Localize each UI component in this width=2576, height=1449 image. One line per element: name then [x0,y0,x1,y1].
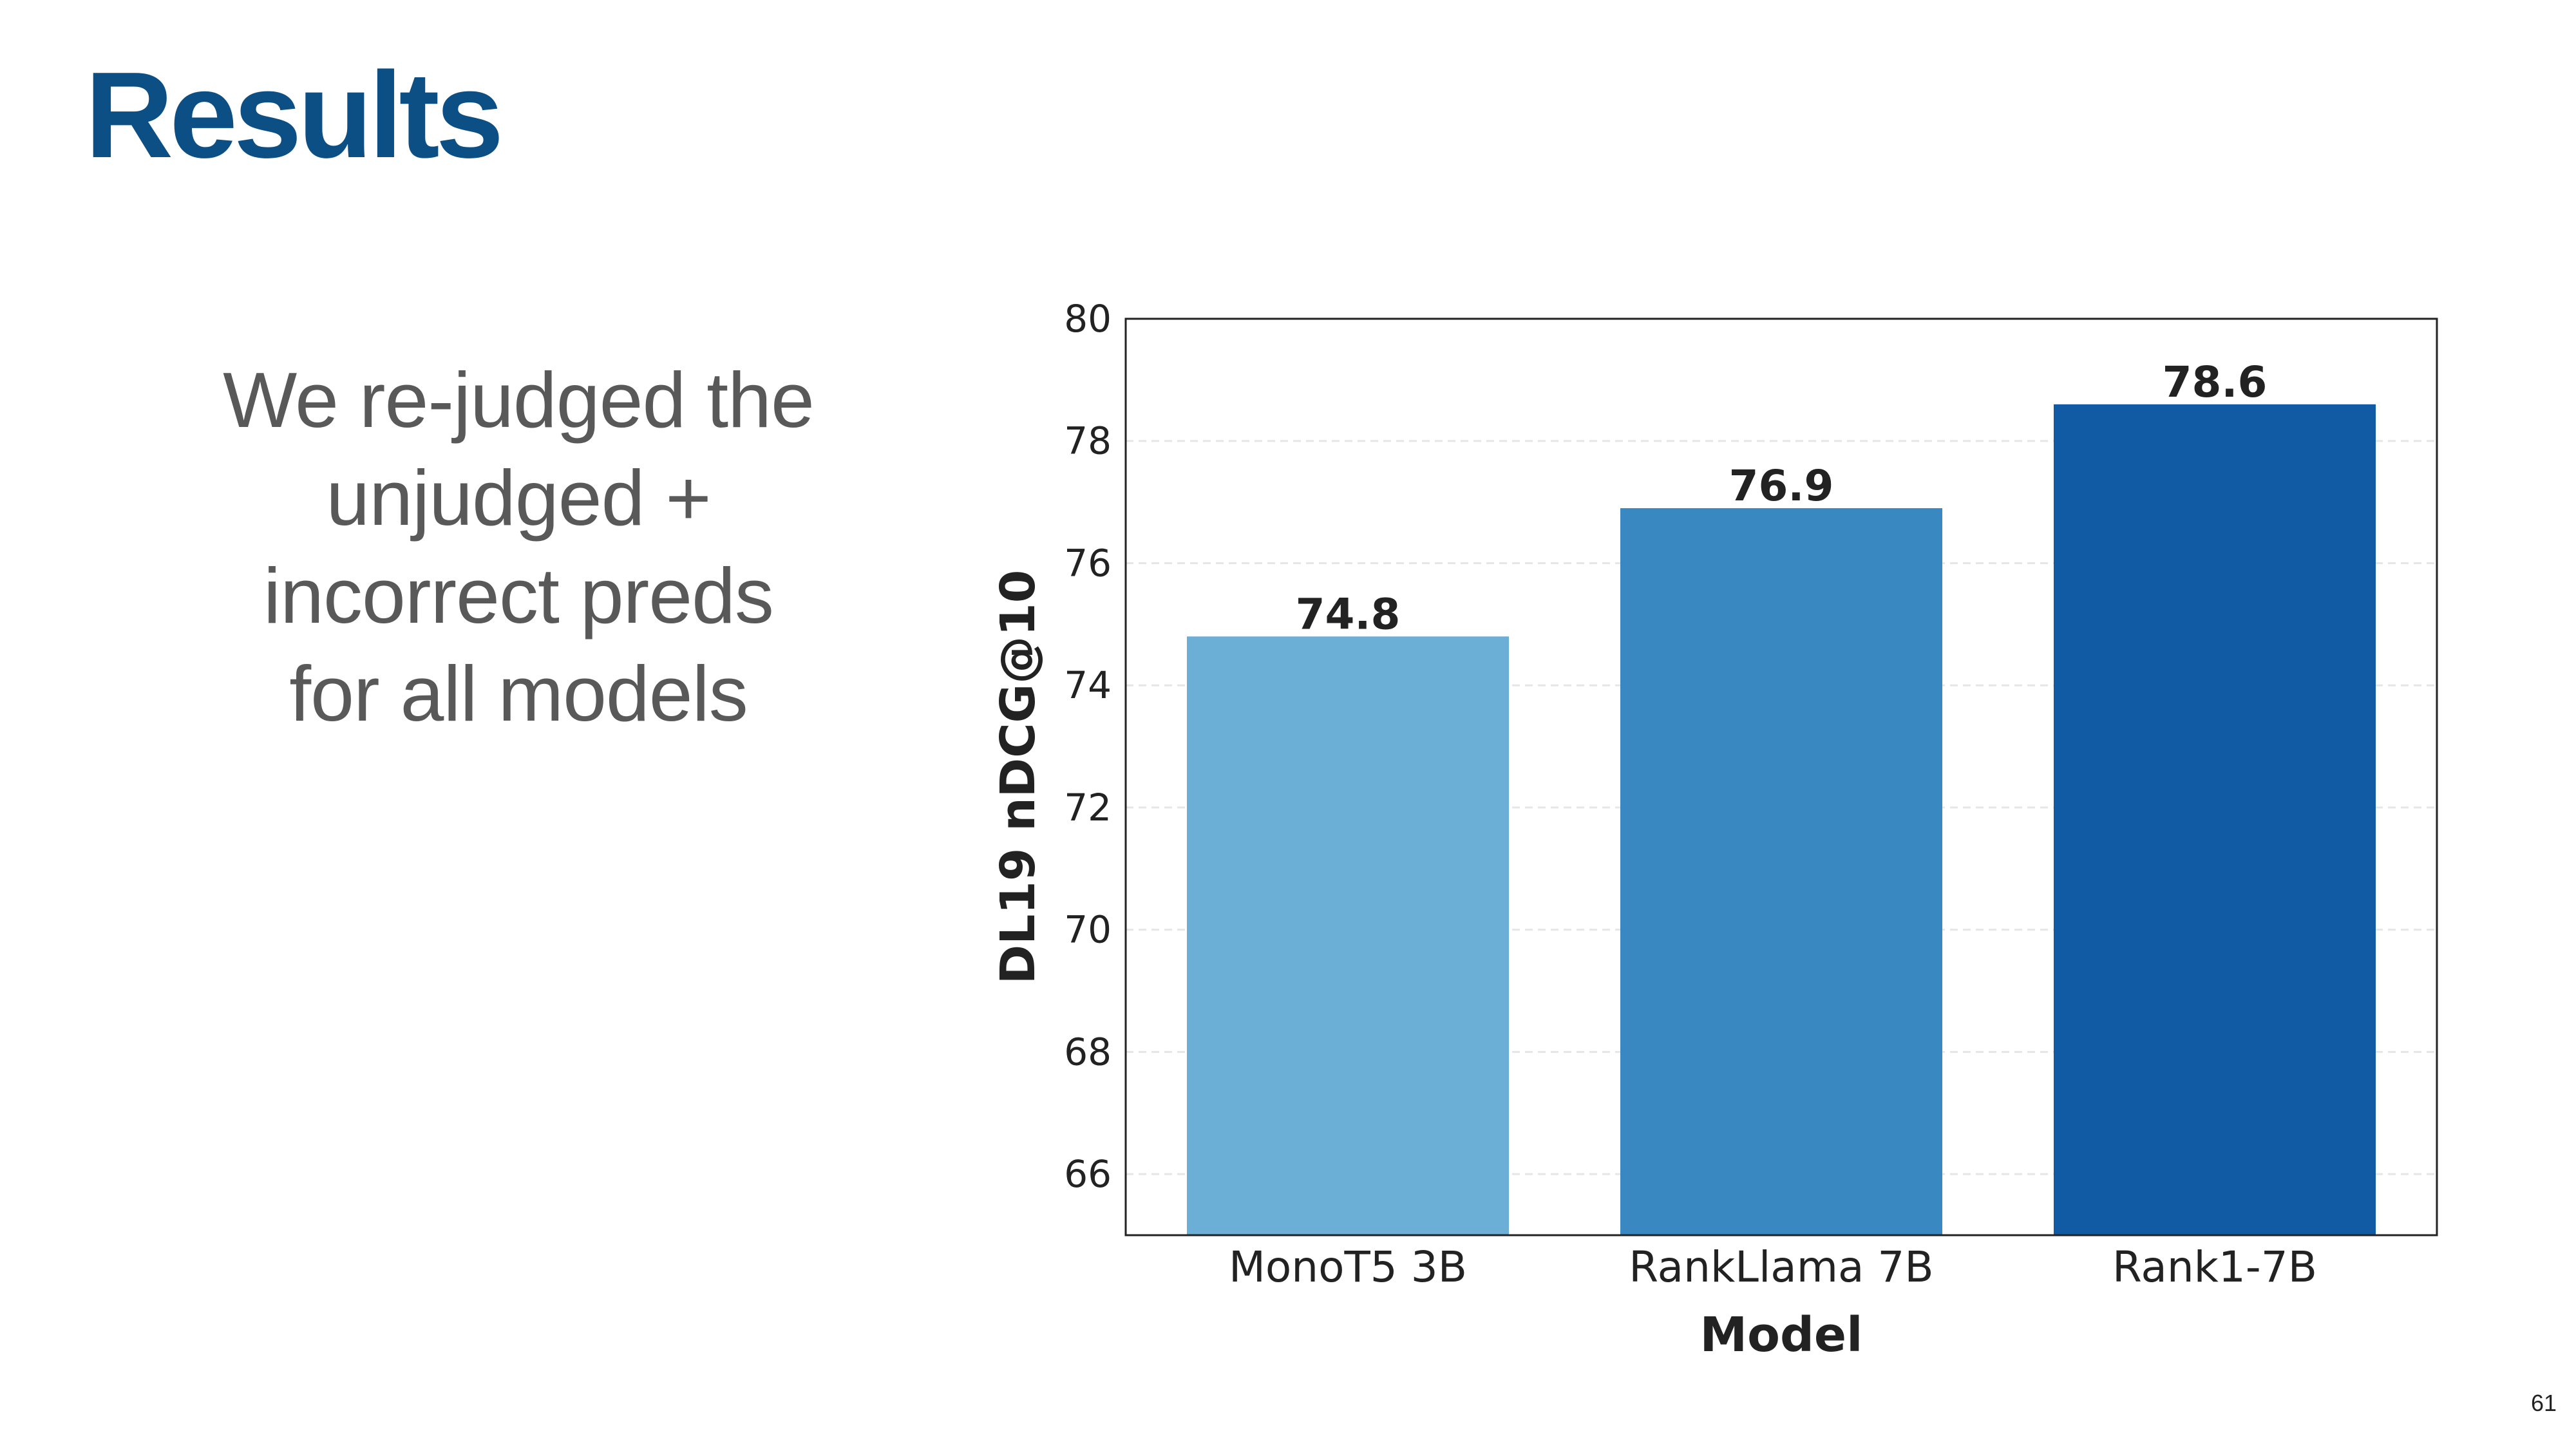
page-number: 61 [2530,1390,2557,1416]
y-tick-label: 76 [1064,541,1112,585]
bar [1620,508,1942,1235]
bar-value-label: 76.9 [1729,461,1834,511]
bar [2054,404,2376,1235]
x-tick-label: RankLlama 7B [1629,1242,1933,1292]
x-axis-ticks: MonoT5 3B RankLlama 7B Rank1-7B [1229,1242,2317,1292]
data-labels: 74.8 76.9 78.6 [1296,357,2268,639]
y-axis-title: DL19 nDCG@10 [990,570,1046,984]
x-axis-title: Model [1700,1307,1862,1363]
body-line: unjudged + [326,454,711,542]
bar-value-label: 74.8 [1296,589,1401,639]
y-tick-label: 74 [1064,663,1112,707]
y-tick-label: 70 [1064,908,1112,952]
slide-body-text: We re-judged the unjudged + incorrect pr… [155,351,882,743]
y-axis-ticks: 66 68 70 72 74 76 78 80 [1064,297,1112,1196]
y-tick-label: 68 [1064,1030,1112,1074]
y-tick-label: 78 [1064,419,1112,463]
x-tick-label: Rank1-7B [2112,1242,2317,1292]
y-tick-label: 72 [1064,786,1112,829]
bar [1187,636,1509,1235]
y-tick-label: 80 [1064,297,1112,341]
body-line: We re-judged the [223,356,815,444]
body-line: incorrect preds [263,552,774,639]
body-line: for all models [289,650,748,737]
bar-value-label: 78.6 [2163,357,2268,407]
plot-frame [1124,317,2438,1236]
y-tick-label: 66 [1064,1152,1112,1196]
x-tick-label: MonoT5 3B [1229,1242,1467,1292]
bar-layer [1187,404,2376,1235]
slide-title: Results [85,47,504,184]
